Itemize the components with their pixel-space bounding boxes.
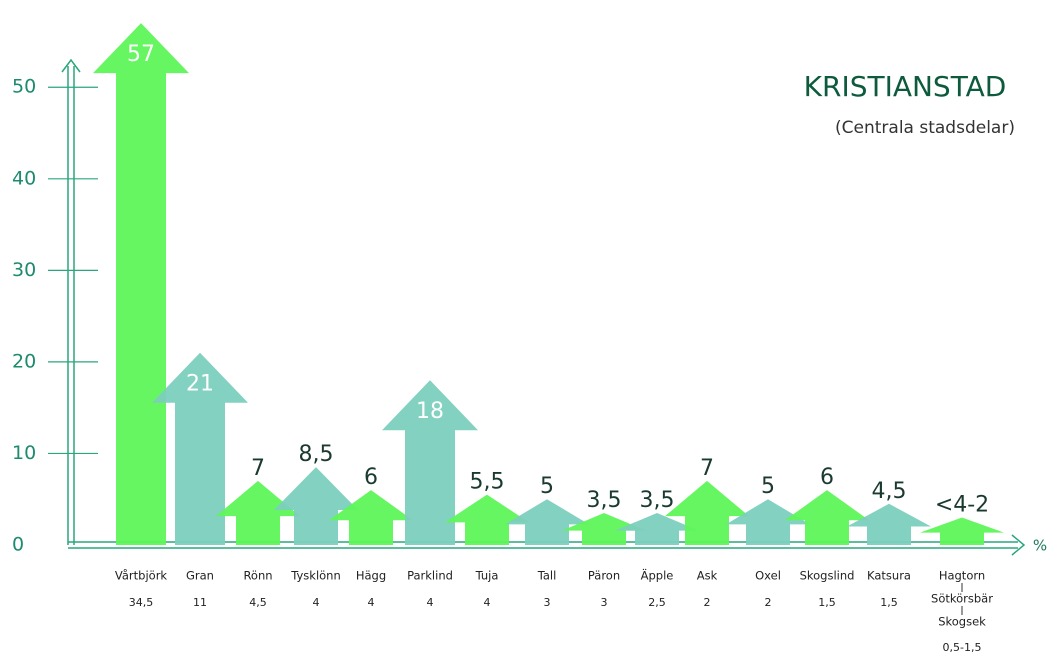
y-tick-label: 0 bbox=[12, 534, 24, 556]
arrow-bar bbox=[505, 499, 589, 545]
value-label: 7 bbox=[251, 456, 265, 481]
value-label: 3,5 bbox=[640, 488, 675, 513]
arrow-bar bbox=[274, 467, 358, 545]
chart-title: KRISTIANSTAD bbox=[804, 70, 1007, 103]
percent-label: 2 bbox=[765, 596, 772, 609]
arrow-bar bbox=[920, 517, 1004, 545]
chart-subtitle: (Centrala stadsdelar) bbox=[835, 118, 1015, 138]
percent-label: 2,5 bbox=[648, 596, 666, 609]
value-label: 8,5 bbox=[299, 442, 334, 467]
percent-label: 3 bbox=[601, 596, 608, 609]
y-tick-label: 30 bbox=[12, 259, 36, 281]
x-tick-label: Ask bbox=[697, 569, 718, 583]
percent-label: 2 bbox=[704, 596, 711, 609]
percent-label: 4 bbox=[313, 596, 320, 609]
value-label: 57 bbox=[127, 42, 155, 67]
percent-label: 1,5 bbox=[880, 596, 898, 609]
value-label: 18 bbox=[416, 399, 444, 424]
x-tick-label: Päron bbox=[588, 569, 620, 583]
x-tick-label: Skogsek bbox=[938, 615, 986, 629]
x-tick-label: Tuja bbox=[475, 569, 499, 583]
value-label: 21 bbox=[186, 372, 214, 397]
percent-label: 3 bbox=[544, 596, 551, 609]
arrow-bar bbox=[847, 503, 931, 545]
x-unit: % bbox=[1033, 537, 1047, 555]
value-label: 7 bbox=[700, 456, 714, 481]
value-label: 5 bbox=[540, 474, 554, 499]
arrow-bar bbox=[329, 490, 413, 545]
percent-label: 34,5 bbox=[129, 596, 154, 609]
value-label: 6 bbox=[364, 465, 378, 490]
arrow-bar bbox=[785, 490, 869, 545]
x-tick-label: Oxel bbox=[755, 569, 781, 583]
percent-label: 4 bbox=[368, 596, 375, 609]
arrow-bar bbox=[726, 499, 810, 545]
y-tick-label: 20 bbox=[12, 350, 36, 372]
arrow-bar bbox=[445, 494, 529, 545]
arrow-bar bbox=[665, 480, 749, 545]
y-tick-label: 10 bbox=[12, 442, 36, 464]
x-tick-label: Hagtorn bbox=[939, 569, 985, 583]
percent-label: 4 bbox=[484, 596, 491, 609]
x-tick-label: Gran bbox=[186, 569, 214, 583]
x-tick-label: Tysklönn bbox=[290, 569, 341, 583]
arrow-bar bbox=[93, 23, 189, 546]
value-label: 5,5 bbox=[470, 470, 505, 495]
x-tick-label: Skogslind bbox=[800, 569, 855, 583]
x-tick-label: Parklind bbox=[407, 569, 453, 583]
percent-label: 0,5-1,5 bbox=[943, 641, 982, 654]
value-label: 3,5 bbox=[587, 488, 622, 513]
arrow-bar bbox=[382, 380, 478, 545]
percent-label: 4 bbox=[427, 596, 434, 609]
x-tick-label: Äpple bbox=[641, 568, 674, 583]
value-label: 6 bbox=[820, 465, 834, 490]
x-tick-label: Vårtbjörk bbox=[115, 569, 168, 583]
y-tick-label: 50 bbox=[12, 76, 36, 98]
arrow-bar bbox=[562, 512, 646, 545]
y-axis bbox=[61, 58, 81, 545]
arrow-bar bbox=[615, 512, 699, 545]
axes bbox=[61, 58, 1026, 556]
x-tick-label: Rönn bbox=[243, 569, 272, 583]
value-label: <4-2 bbox=[935, 493, 989, 518]
percent-label: 1,5 bbox=[818, 596, 836, 609]
value-label: 4,5 bbox=[872, 479, 907, 504]
x-tick-label: Hägg bbox=[356, 569, 386, 583]
arrow-bar bbox=[216, 480, 300, 545]
arrow-bar bbox=[152, 352, 248, 545]
x-tick-label: Tall bbox=[537, 569, 557, 583]
percent-label: 4,5 bbox=[249, 596, 267, 609]
x-tick-label: Katsura bbox=[867, 569, 911, 583]
value-label: 5 bbox=[761, 474, 775, 499]
percent-label: 11 bbox=[193, 596, 207, 609]
y-tick-label: 40 bbox=[12, 167, 36, 189]
x-tick-label: Sötkörsbär bbox=[931, 592, 993, 606]
